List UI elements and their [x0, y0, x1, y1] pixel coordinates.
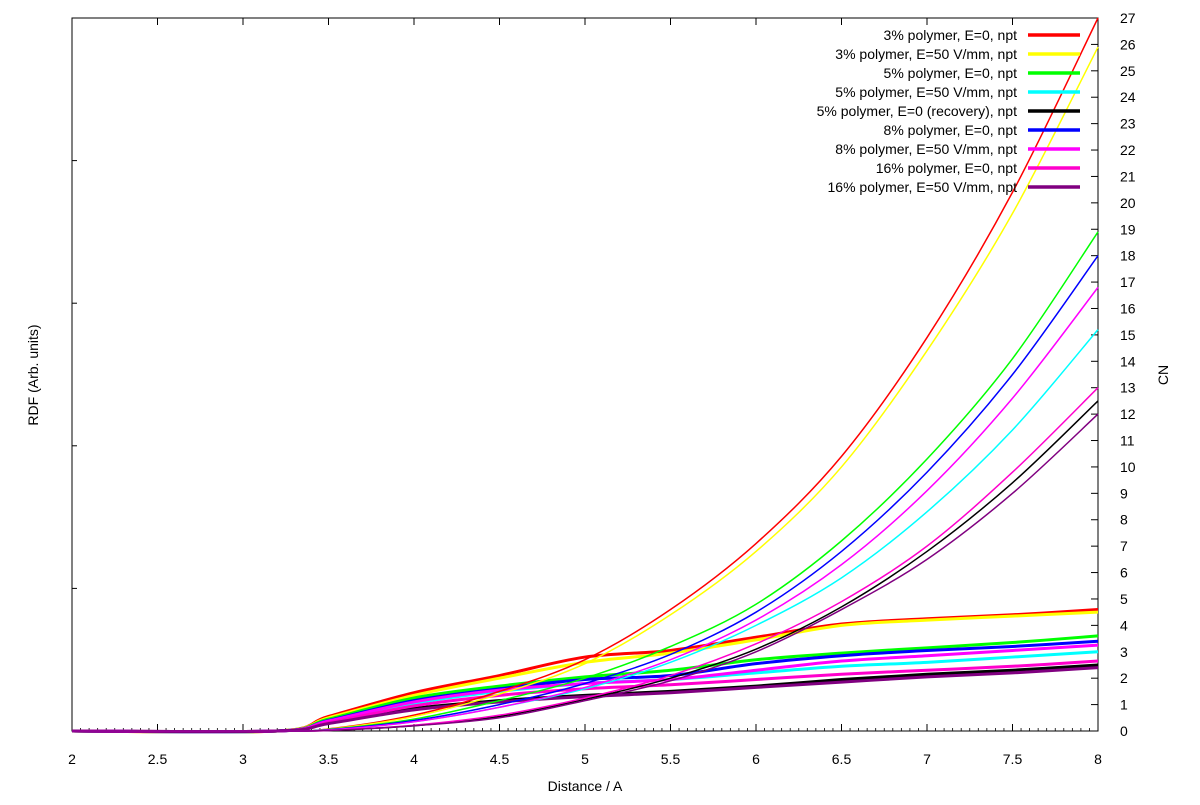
- cn-series-group: [71, 17, 1099, 732]
- legend-label: 16% polymer, E=0, npt: [876, 160, 1017, 176]
- y2-tick-label: 7: [1120, 538, 1128, 554]
- y2-tick-label: 25: [1120, 63, 1136, 79]
- y2-tick-label: 3: [1120, 644, 1128, 660]
- y2-tick-label: 27: [1120, 10, 1136, 26]
- legend-label: 5% polymer, E=50 V/mm, npt: [835, 84, 1017, 100]
- x-axis-title: Distance / A: [548, 778, 623, 794]
- y2-tick-label: 6: [1120, 565, 1128, 581]
- y2-tick-label: 4: [1120, 617, 1128, 633]
- y2-tick-label: 15: [1120, 327, 1136, 343]
- y2-tick-label: 13: [1120, 380, 1136, 396]
- y2-tick-label: 16: [1120, 300, 1136, 316]
- y2-axis-title: CN: [1155, 365, 1171, 385]
- x-tick-label: 7.5: [1003, 751, 1023, 767]
- legend-label: 8% polymer, E=50 V/mm, npt: [835, 141, 1017, 157]
- cn-line-series-9: [71, 413, 1099, 732]
- x-tick-label: 6.5: [832, 751, 852, 767]
- x-tick-label: 3.5: [319, 751, 339, 767]
- x-tick-label: 3: [239, 751, 247, 767]
- y2-tick-label: 2: [1120, 670, 1128, 686]
- x-tick-label: 2.5: [148, 751, 168, 767]
- y2-tick-label: 23: [1120, 116, 1136, 132]
- y2-tick-label: 12: [1120, 406, 1136, 422]
- y2-tick-label: 0: [1120, 723, 1128, 739]
- y2-tick-label: 5: [1120, 591, 1128, 607]
- y2-tick-labels: 0123456789101112131415161718192021222324…: [1120, 10, 1136, 739]
- legend-label: 3% polymer, E=50 V/mm, npt: [835, 46, 1017, 62]
- x-tick-label: 4.5: [490, 751, 510, 767]
- y2-tick-label: 26: [1120, 36, 1136, 52]
- y2-tick-label: 20: [1120, 195, 1136, 211]
- y2-tick-label: 18: [1120, 248, 1136, 264]
- y2-tick-label: 8: [1120, 512, 1128, 528]
- x-tick-label: 2: [68, 751, 76, 767]
- y2-tick-label: 22: [1120, 142, 1136, 158]
- legend-label: 16% polymer, E=50 V/mm, npt: [828, 179, 1018, 195]
- legend-label: 8% polymer, E=0, npt: [884, 122, 1018, 138]
- x-tick-label: 6: [752, 751, 760, 767]
- y2-tick-label: 17: [1120, 274, 1136, 290]
- y-axis-title: RDF (Arb. units): [25, 324, 41, 425]
- y2-tick-label: 21: [1120, 168, 1136, 184]
- x-tick-label: 5.5: [661, 751, 681, 767]
- y2-tick-label: 9: [1120, 485, 1128, 501]
- plot-frame: [71, 17, 1099, 732]
- x-tick-label: 4: [410, 751, 418, 767]
- x-tick-label: 8: [1094, 751, 1102, 767]
- y2-tick-label: 1: [1120, 697, 1128, 713]
- legend: 3% polymer, E=0, npt 3% polymer, E=50 V/m…: [817, 27, 1080, 195]
- x-tick-labels: 2 2.5 3 3.5 4 4.5 5 5.5 6 6.5 7 7.5 8: [68, 751, 1102, 767]
- x-tick-label: 5: [581, 751, 589, 767]
- legend-label: 3% polymer, E=0, npt: [884, 27, 1018, 43]
- legend-label: 5% polymer, E=0 (recovery), npt: [817, 103, 1017, 119]
- x-tick-label: 7: [923, 751, 931, 767]
- y2-tick-label: 19: [1120, 221, 1136, 237]
- y2-tick-label: 24: [1120, 89, 1136, 105]
- y2-tick-label: 11: [1120, 433, 1135, 449]
- legend-label: 5% polymer, E=0, npt: [884, 65, 1018, 81]
- y2-tick-label: 10: [1120, 459, 1136, 475]
- ticks-group: [71, 17, 1099, 732]
- y2-tick-label: 14: [1120, 353, 1136, 369]
